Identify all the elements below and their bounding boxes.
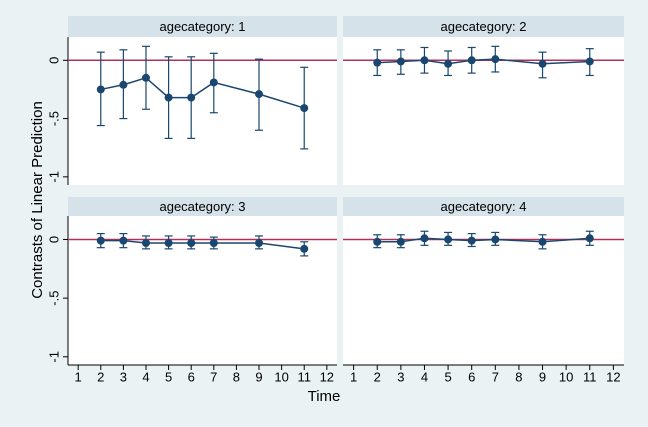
y-tick-label: 0 [46, 236, 61, 243]
x-tick-label: 10 [559, 369, 573, 384]
point [491, 55, 500, 64]
point [491, 235, 500, 244]
y-tick-label: -1 [46, 171, 61, 183]
point [164, 238, 173, 247]
x-tick-label: 2 [374, 369, 381, 384]
point [119, 236, 128, 245]
y-tick-label: -.5 [46, 291, 61, 306]
x-tick-label: 10 [274, 369, 288, 384]
x-tick-label: 7 [492, 369, 499, 384]
x-tick-label: 12 [320, 369, 334, 384]
title-strip [343, 197, 624, 216]
title-strip [68, 16, 337, 37]
plot-region [68, 216, 337, 365]
panel-title: agecategory: 1 [159, 19, 245, 34]
y-tick-label: -.5 [46, 111, 61, 126]
point [585, 234, 594, 243]
point [396, 57, 405, 66]
x-tick-label: 9 [255, 369, 262, 384]
point [164, 93, 173, 102]
point [538, 237, 547, 246]
x-tick-label: 6 [188, 369, 195, 384]
point [141, 238, 150, 247]
title-strip [343, 16, 624, 37]
x-tick-label: 3 [397, 369, 404, 384]
point [187, 238, 196, 247]
x-tick-label: 12 [606, 369, 620, 384]
x-tick-label: 4 [421, 369, 428, 384]
point [300, 104, 309, 113]
y-axis-title: Contrasts of Linear Prediction [29, 101, 46, 299]
point [467, 56, 476, 65]
point [96, 85, 105, 94]
point [373, 58, 382, 67]
x-tick-label: 9 [539, 369, 546, 384]
x-tick-label: 2 [97, 369, 104, 384]
panel-title: agecategory: 3 [159, 199, 245, 214]
point [467, 236, 476, 245]
point [444, 235, 453, 244]
y-tick-label: -1 [46, 351, 61, 363]
plot-region [343, 216, 624, 365]
x-tick-label: 1 [350, 369, 357, 384]
point [96, 236, 105, 245]
x-tick-label: 5 [165, 369, 172, 384]
x-tick-label: 5 [444, 369, 451, 384]
x-tick-label: 7 [210, 369, 217, 384]
point [255, 238, 264, 247]
point [538, 59, 547, 68]
x-tick-label: 8 [233, 369, 240, 384]
point [119, 80, 128, 89]
panel-title: agecategory: 4 [440, 199, 526, 214]
point [209, 78, 218, 87]
x-tick-label: 11 [583, 369, 597, 384]
point [585, 57, 594, 66]
x-tick-label: 4 [142, 369, 149, 384]
panel-title: agecategory: 2 [440, 19, 526, 34]
point [255, 90, 264, 99]
y-tick-label: 0 [46, 57, 61, 64]
x-axis-title: Time [308, 388, 341, 405]
point [209, 238, 218, 247]
point [141, 73, 150, 82]
point [300, 244, 309, 253]
title-strip [68, 197, 337, 216]
x-tick-label: 1 [75, 369, 82, 384]
x-tick-label: 6 [468, 369, 475, 384]
point [373, 237, 382, 246]
x-tick-label: 3 [120, 369, 127, 384]
plot-region [68, 37, 337, 185]
point [187, 93, 196, 102]
x-tick-label: 11 [297, 369, 311, 384]
point [444, 59, 453, 68]
x-tick-label: 8 [515, 369, 522, 384]
point [420, 56, 429, 65]
point [396, 237, 405, 246]
point [420, 234, 429, 243]
